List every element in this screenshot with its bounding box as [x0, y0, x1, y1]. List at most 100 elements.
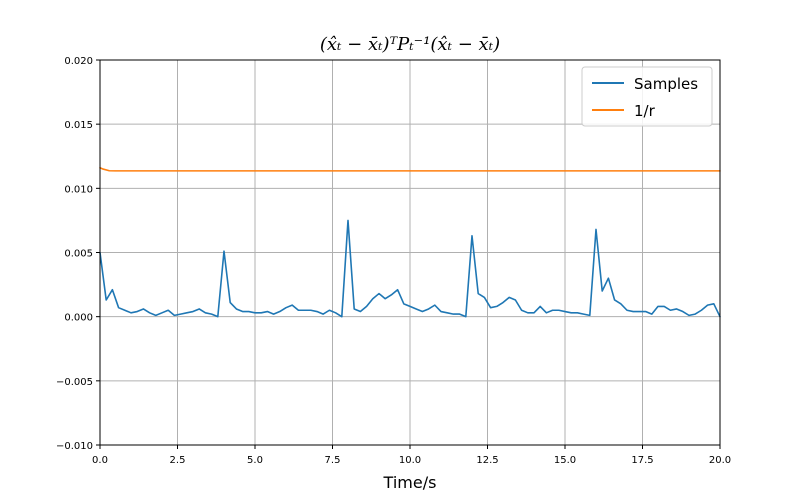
- x-tick-label: 15.0: [554, 455, 576, 466]
- y-tick-label: 0.015: [64, 120, 93, 131]
- data-point-series-0: [199, 308, 200, 309]
- data-point-series-0: [440, 311, 441, 312]
- data-point-series-0: [496, 306, 497, 307]
- x-tick-label: 0.0: [92, 455, 108, 466]
- legend-box: [581, 66, 713, 127]
- data-point-series-0: [558, 310, 559, 311]
- data-point-series-0: [155, 315, 156, 316]
- data-point-series-0: [403, 303, 404, 304]
- y-tick-label: 0.000: [64, 313, 93, 324]
- y-tick-label: 0.010: [64, 184, 93, 195]
- data-point-series-0: [354, 308, 355, 309]
- data-point-series-0: [546, 312, 547, 313]
- data-point-series-0: [254, 312, 255, 313]
- data-point-series-0: [112, 289, 113, 290]
- data-point-series-0: [298, 310, 299, 311]
- series-line-0: [99, 219, 721, 318]
- y-tick-label: 0.020: [64, 56, 93, 67]
- data-point-series-0: [205, 312, 206, 313]
- data-point-series-0: [645, 311, 646, 312]
- data-point-series-0: [502, 302, 503, 303]
- data-point-series-0: [633, 311, 634, 312]
- data-point-series-0: [447, 312, 448, 313]
- data-point-series-0: [602, 290, 603, 291]
- data-point-series-0: [273, 314, 274, 315]
- data-point-series-0: [161, 312, 162, 313]
- data-point-series-0: [378, 293, 379, 294]
- data-point-series-1: [109, 170, 110, 171]
- data-point-series-0: [465, 316, 466, 317]
- data-point-series-0: [533, 312, 534, 313]
- legend: Samples 1/r: [581, 66, 713, 127]
- data-point-series-0: [130, 312, 131, 313]
- tick-labels: 0.0 2.5 5.0 7.5 10.0 12.5 15.0 17.5 20.0 −0.010 −0…: [56, 56, 731, 466]
- data-point-series-0: [192, 311, 193, 312]
- x-tick-label: 2.5: [170, 455, 186, 466]
- data-point-series-0: [589, 315, 590, 316]
- data-point-series-0: [143, 308, 144, 309]
- data-point-series-0: [713, 303, 714, 304]
- chart-title: (x̂ₜ − x̄ₜ)ᵀPₜ⁻¹(x̂ₜ − x̄ₜ): [320, 34, 500, 55]
- y-tick-label: −0.005: [56, 377, 93, 388]
- data-point-series-0: [397, 289, 398, 290]
- data-point-series-0: [186, 312, 187, 313]
- data-point-series-0: [608, 278, 609, 279]
- data-point-series-0: [385, 298, 386, 299]
- data-point-series-0: [527, 312, 528, 313]
- data-point-series-0: [484, 297, 485, 298]
- data-point-series-0: [217, 316, 218, 317]
- data-point-series-0: [459, 314, 460, 315]
- data-point-series-0: [422, 311, 423, 312]
- data-point-series-0: [521, 310, 522, 311]
- data-point-series-0: [267, 311, 268, 312]
- data-point-series-0: [292, 305, 293, 306]
- x-tick-label: 12.5: [476, 455, 498, 466]
- y-tick-label: 0.005: [64, 249, 93, 260]
- data-point-series-0: [124, 310, 125, 311]
- data-point-series-0: [391, 294, 392, 295]
- data-point-series-0: [620, 303, 621, 304]
- data-point-series-0: [347, 220, 348, 221]
- legend-label-inverse-r: 1/r: [634, 102, 656, 120]
- data-point-series-0: [180, 314, 181, 315]
- data-point-series-0: [664, 306, 665, 307]
- data-point-series-0: [304, 310, 305, 311]
- data-point-series-0: [118, 307, 119, 308]
- data-point-series-1: [115, 170, 116, 171]
- data-point-series-0: [577, 312, 578, 313]
- data-point-series-0: [372, 298, 373, 299]
- legend-label-samples: Samples: [634, 75, 698, 93]
- data-point-series-0: [428, 308, 429, 309]
- data-point-series-0: [279, 311, 280, 312]
- data-point-series-0: [595, 229, 596, 230]
- data-point-series-0: [236, 308, 237, 309]
- data-point-series-0: [174, 315, 175, 316]
- data-point-series-0: [168, 310, 169, 311]
- data-point-series-0: [261, 312, 262, 313]
- data-point-series-0: [701, 310, 702, 311]
- data-point-series-0: [478, 293, 479, 294]
- data-point-series-0: [316, 311, 317, 312]
- ticks: [96, 59, 721, 449]
- data-point-series-0: [360, 311, 361, 312]
- data-point-series-0: [416, 308, 417, 309]
- data-point-series-0: [248, 311, 249, 312]
- data-point-series-0: [571, 312, 572, 313]
- data-point-series-0: [106, 299, 107, 300]
- series-layer: [99, 167, 721, 318]
- data-point-series-0: [211, 314, 212, 315]
- data-point-series-0: [285, 307, 286, 308]
- y-tick-label: −0.010: [56, 441, 93, 452]
- data-point-series-0: [409, 306, 410, 307]
- data-point-series-0: [626, 310, 627, 311]
- data-point-series-0: [564, 311, 565, 312]
- data-point-series-0: [552, 310, 553, 311]
- series-line-1: [99, 167, 721, 172]
- data-point-series-0: [540, 306, 541, 307]
- data-point-series-1: [103, 168, 104, 169]
- data-point-series-0: [230, 302, 231, 303]
- data-point-series-0: [670, 310, 671, 311]
- data-point-series-0: [137, 311, 138, 312]
- data-point-series-0: [329, 310, 330, 311]
